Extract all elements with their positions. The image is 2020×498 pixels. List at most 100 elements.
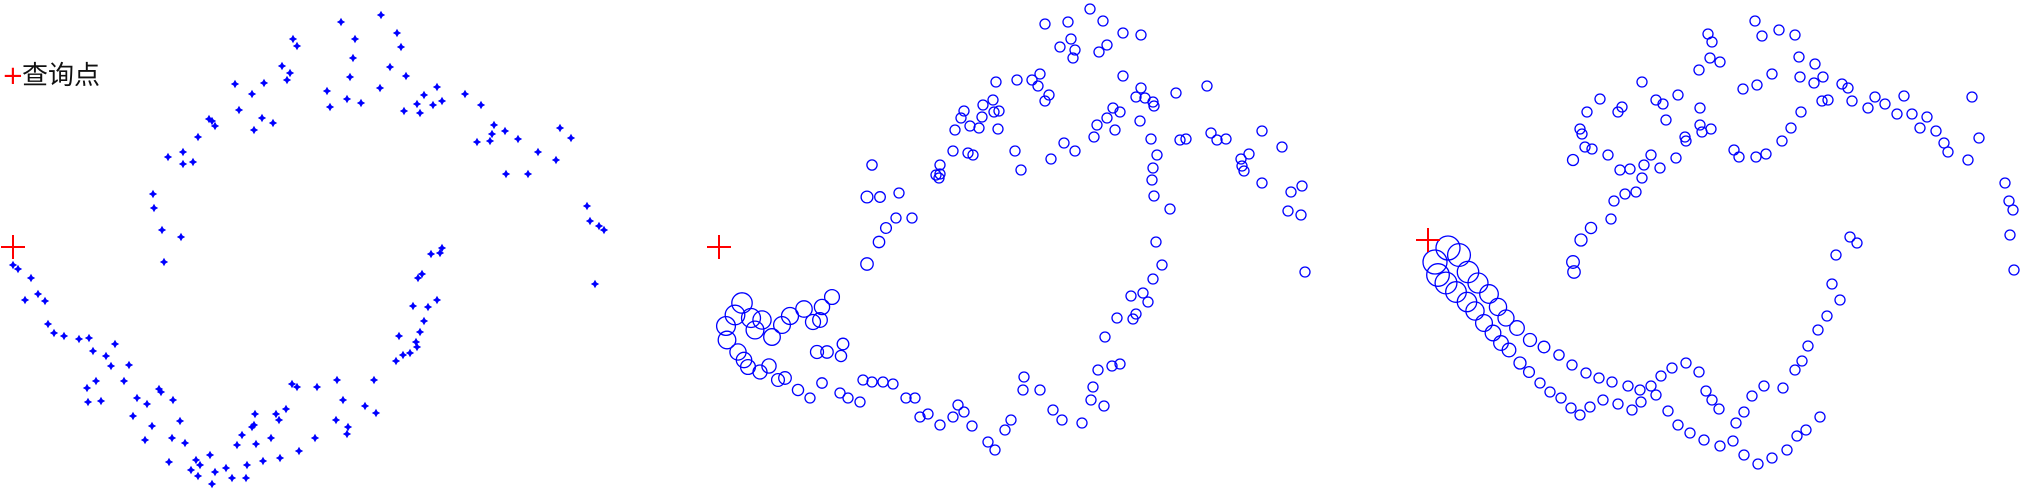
data-point [1134,115,1146,127]
data-point [460,89,470,99]
data-point [1039,18,1051,30]
data-point [1135,29,1147,41]
data-point [415,108,425,118]
data-point [204,114,214,124]
data-point [834,349,848,363]
data-point [1612,106,1624,118]
data-point [1147,96,1159,108]
data-point [1737,83,1749,95]
data-point [1624,163,1636,175]
data-point [268,118,278,128]
data-point [1738,449,1750,461]
data-point [1836,78,1848,90]
data-point [1789,29,1801,41]
data-point [804,392,816,404]
data-point [1047,404,1059,416]
data-point [168,395,178,405]
data-point [1435,235,1461,261]
data-point [1488,297,1508,317]
data-point [392,28,402,38]
data-point [1650,94,1662,106]
data-point [412,342,422,352]
data-point [2004,229,2016,241]
data-point [966,420,978,432]
data-point [1622,380,1634,392]
data-point [1809,58,1821,70]
data-point [257,113,267,123]
legend-label: 查询点 [22,61,100,91]
data-point [988,106,1000,118]
data-point [288,34,298,44]
data-point [933,172,945,184]
data-point [1109,124,1121,136]
data-point [399,106,409,116]
data-point [1634,384,1646,396]
data-point [1445,281,1467,303]
data-point [1039,95,1051,107]
data-point [428,100,438,110]
data-point [976,111,988,123]
data-point [1662,405,1674,417]
data-point [281,404,291,414]
data-point [149,203,159,213]
data-point [890,212,902,224]
data-point [343,422,353,432]
data-point [2003,195,2015,207]
data-point [533,147,543,157]
data-point [1032,80,1044,92]
data-point [13,264,23,274]
data-point [599,225,609,235]
data-point [887,378,899,390]
data-point [159,257,169,267]
data-point [1085,394,1097,406]
data-point [437,96,447,106]
data-point [247,422,257,432]
data-point [1704,52,1716,64]
data-point [487,129,497,139]
data-point [1576,128,1588,140]
data-point [415,327,425,337]
data-point [178,147,188,157]
data-point [1137,287,1149,299]
data-point [1579,141,1591,153]
data-point [770,372,786,388]
data-point [1817,71,1829,83]
data-point [1862,102,1874,114]
data-point [866,376,878,388]
data-point [1170,87,1182,99]
data-point [40,296,50,306]
data-point [350,34,360,44]
data-point [1781,444,1793,456]
data-point [1111,312,1123,324]
data-point [1097,15,1109,27]
data-point [1684,427,1696,439]
data-point [356,98,366,108]
data-point [1812,324,1824,336]
data-point [49,328,59,338]
data-point [1114,106,1126,118]
data-point [1544,386,1556,398]
data-point [761,358,777,374]
data-point [230,79,240,89]
data-point [967,149,979,161]
data-point [1758,380,1770,392]
data-point [1606,376,1618,388]
data-point [513,134,523,144]
data-point [1211,134,1223,146]
data-point [1509,320,1525,336]
data-point [101,351,111,361]
data-point [417,269,427,279]
data-point [1626,404,1638,416]
data-point [989,444,1001,456]
data-point [411,337,421,347]
data-point [1594,93,1606,105]
data-point [96,396,106,406]
data-point [376,10,386,20]
data-point [1655,370,1667,382]
data-point [413,273,423,283]
data-point [1534,377,1546,389]
data-point [1117,70,1129,82]
data-point [1282,205,1294,217]
data-point [763,328,781,346]
data-point [1434,271,1458,295]
